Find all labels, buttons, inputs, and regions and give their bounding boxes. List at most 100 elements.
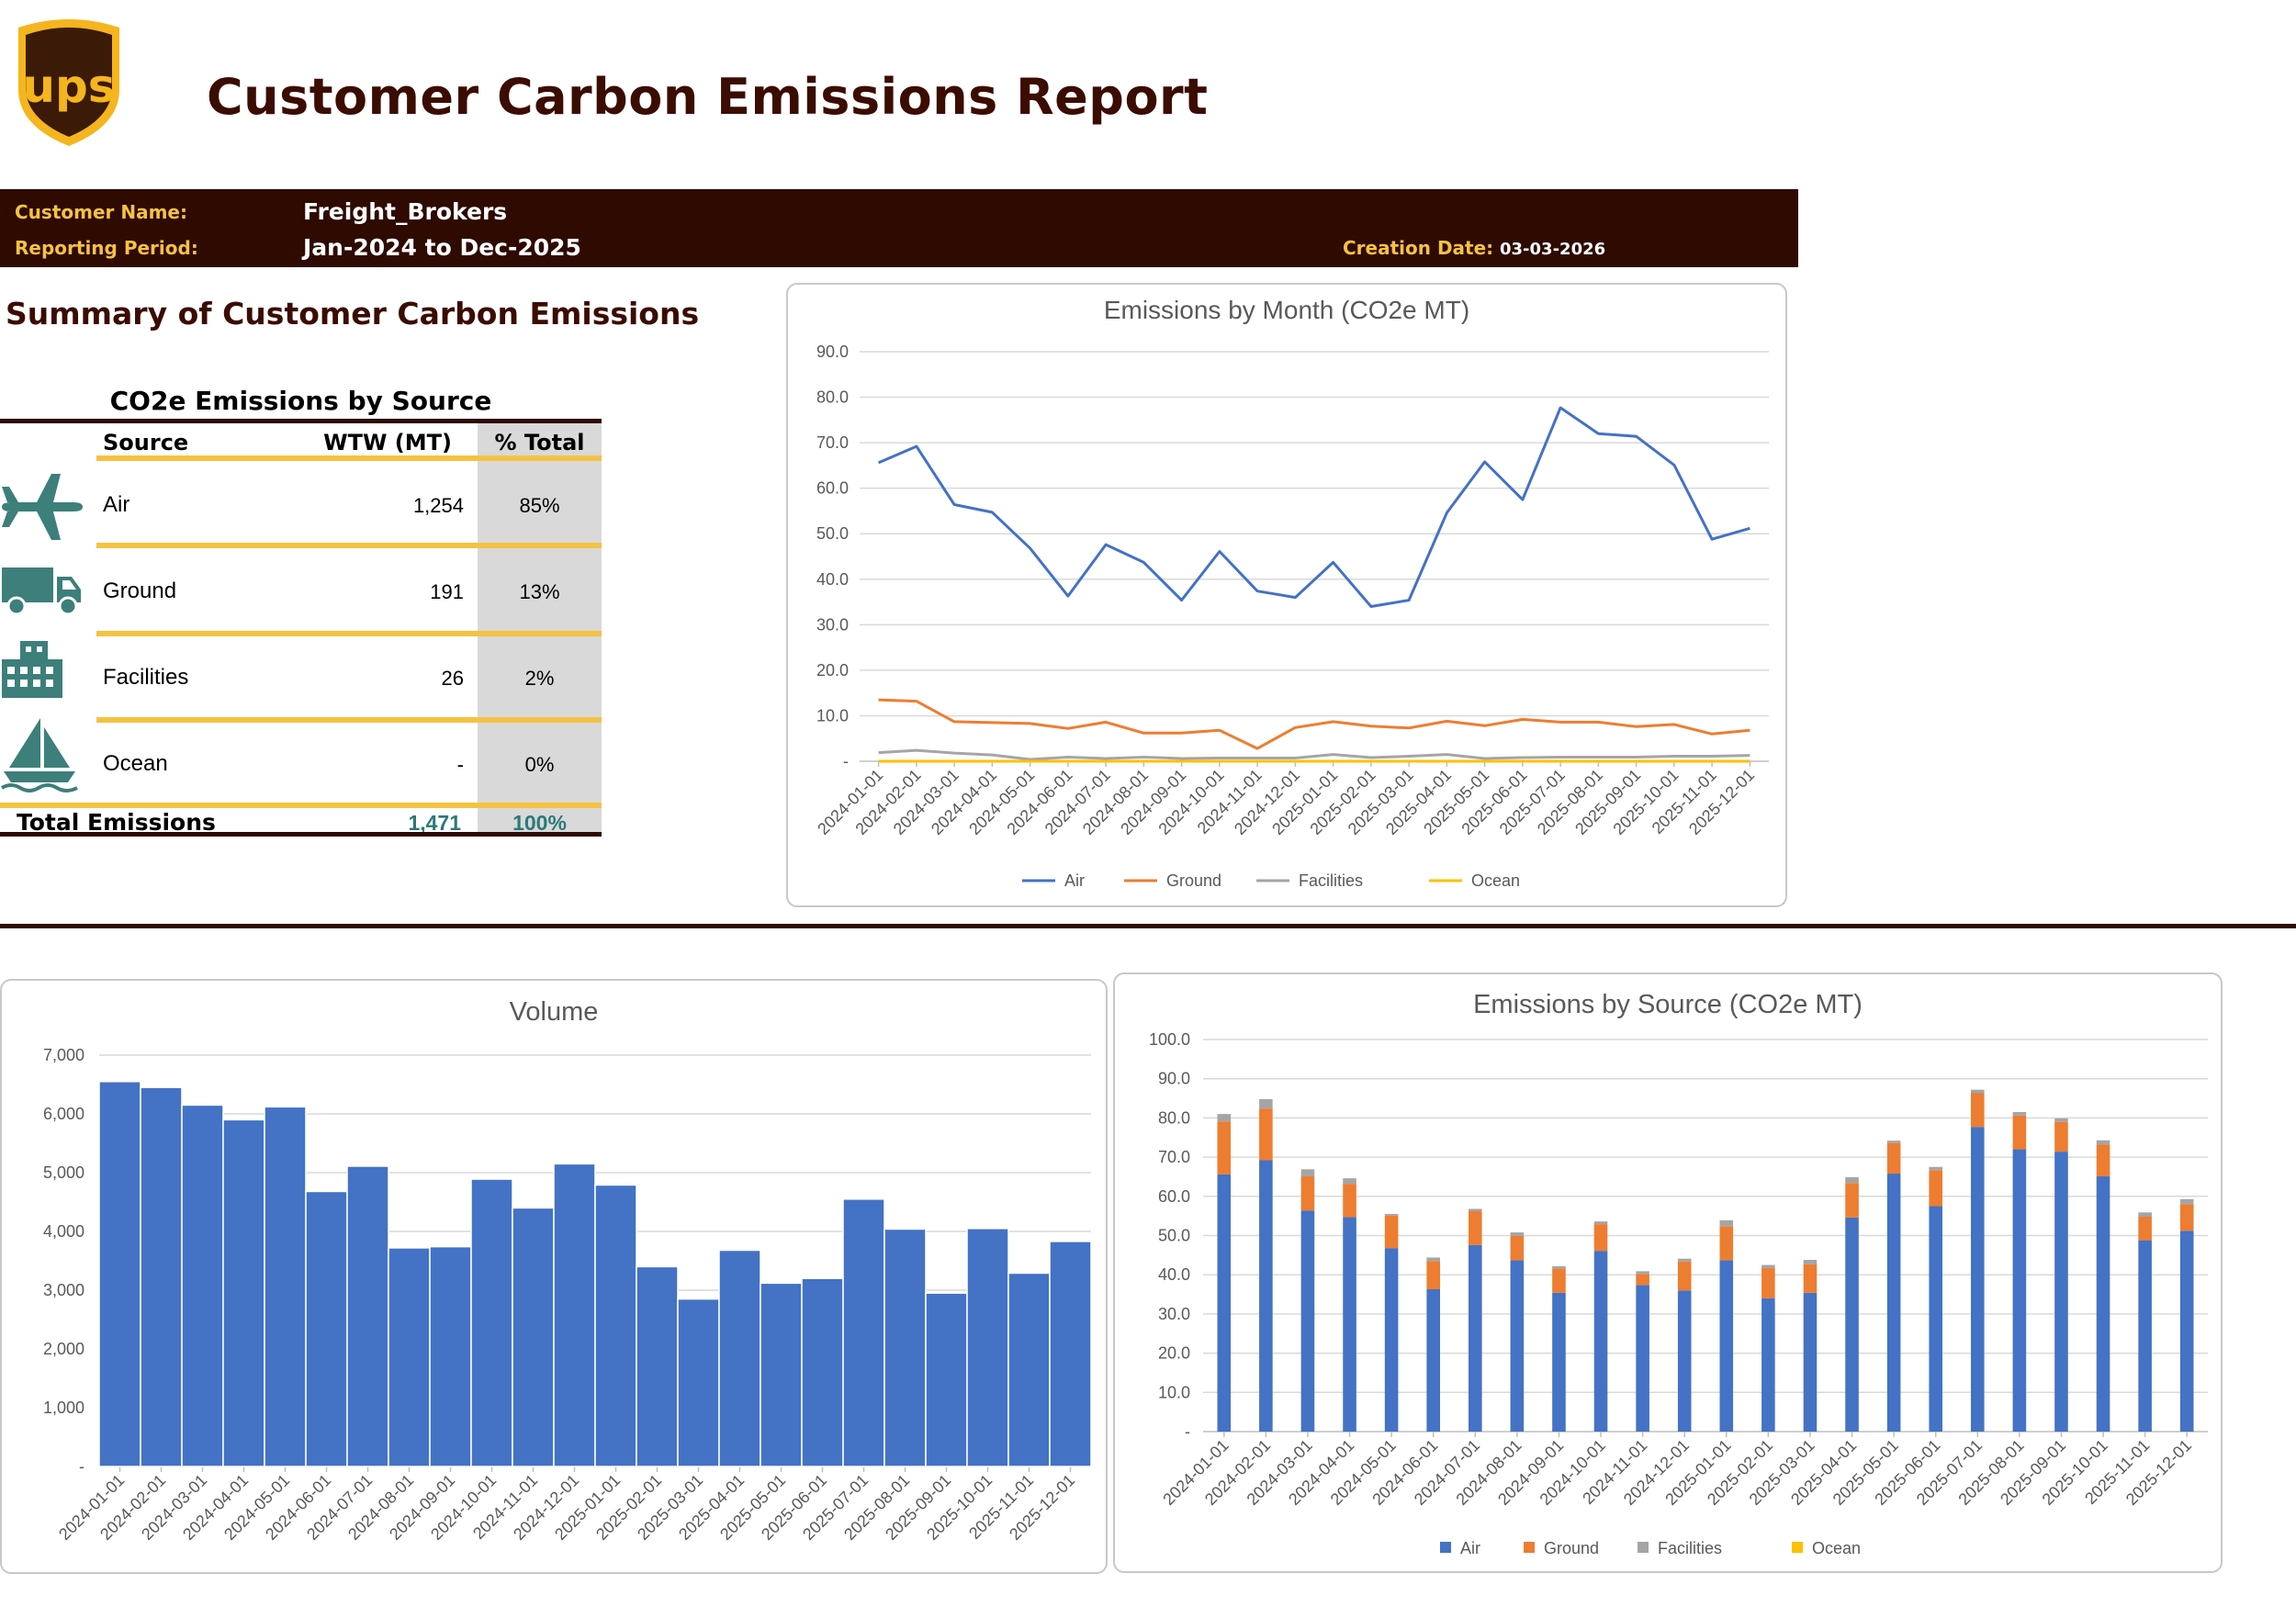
emissions-by-month-chart: Emissions by Month (CO2e MT) - 10.0 20.0 30.… — [786, 283, 1787, 907]
bar — [801, 1277, 844, 1467]
bar-air — [1510, 1260, 1525, 1432]
bar-ground — [1719, 1226, 1734, 1261]
row-rule — [96, 803, 602, 808]
bar-air — [1468, 1244, 1482, 1432]
creation-date-label: Creation Date: — [1343, 237, 1494, 259]
table-title: CO2e Emissions by Source — [109, 386, 492, 416]
y-tick-label: 50.0 — [1158, 1227, 1190, 1245]
bar-facilities — [1510, 1232, 1525, 1236]
row-ocean-pct: 0% — [524, 753, 555, 776]
y-tick-label: 20.0 — [1158, 1344, 1190, 1363]
header-rule — [96, 455, 602, 461]
y-tick-label: 2,000 — [43, 1340, 84, 1358]
series-line-air — [878, 406, 1750, 608]
svg-text:ups: ups — [22, 60, 115, 113]
bar-ground — [1552, 1268, 1566, 1293]
row-facilities-pct: 2% — [524, 667, 555, 690]
bar-ground — [1803, 1264, 1818, 1293]
bar-facilities — [1384, 1214, 1399, 1216]
legend-label-air: Air — [1460, 1539, 1480, 1557]
bar — [925, 1292, 968, 1467]
bar-facilities — [2179, 1198, 2194, 1205]
bar — [1049, 1241, 1092, 1467]
bar-ground — [1384, 1215, 1399, 1249]
bar-air — [1886, 1174, 1901, 1432]
ups-logo: ups — [15, 15, 123, 149]
y-tick-label: 80.0 — [1158, 1108, 1190, 1127]
table-top-rule — [0, 419, 602, 423]
bar-facilities — [1259, 1098, 1273, 1109]
bar-ground — [1929, 1170, 1943, 1207]
bar — [677, 1298, 720, 1467]
reporting-period-label: Reporting Period: — [15, 237, 198, 259]
bar-ground — [1259, 1108, 1273, 1161]
row-ocean-wtw: - — [456, 753, 464, 776]
chart-title: Emissions by Month (CO2e MT) — [1104, 296, 1469, 324]
row-rule — [96, 717, 602, 723]
legend-label-facilities: Facilities — [1299, 871, 1363, 890]
bar — [98, 1081, 141, 1467]
row-ground-wtw: 191 — [430, 580, 464, 603]
bar-facilities — [2096, 1140, 2110, 1145]
bar-facilities — [1886, 1141, 1901, 1143]
pct-column-shade — [478, 423, 602, 832]
bar — [512, 1207, 555, 1467]
header-pct-total: % Total — [494, 430, 585, 455]
creation-date-value: 03-03-2026 — [1500, 240, 1606, 259]
y-tick-label: - — [79, 1457, 84, 1476]
bar-ground — [2054, 1121, 2068, 1152]
info-bar: Customer Name: Freight_Brokers Reporting… — [0, 189, 1798, 267]
bar-facilities — [1593, 1221, 1608, 1225]
bar — [470, 1178, 513, 1467]
customer-name-value: Freight_Brokers — [303, 198, 508, 225]
chart-title: Emissions by Source (CO2e MT) — [1473, 990, 1863, 1019]
bar-ground — [1845, 1183, 1859, 1218]
row-air-wtw: 1,254 — [412, 494, 464, 517]
building-icon — [0, 639, 64, 704]
bar-air — [1343, 1217, 1356, 1432]
legend-marker-ocean — [1792, 1542, 1803, 1553]
legend-label-ocean: Ocean — [1471, 871, 1520, 890]
bar-facilities — [2138, 1212, 2152, 1218]
emissions-by-source-chart: Emissions by Source (CO2e MT) - 10.0 20.0 30… — [1113, 972, 2223, 1573]
row-rule — [96, 631, 602, 636]
y-tick-label: 3,000 — [43, 1281, 84, 1299]
report-title: Customer Carbon Emissions Report — [207, 68, 1209, 126]
bar-facilities — [1552, 1265, 1566, 1269]
legend-label-ground: Ground — [1166, 871, 1221, 890]
emissions-by-source-table: Source WTW (MT) % Total Air 1,254 85% Gr… — [0, 419, 602, 837]
bar-facilities — [1426, 1257, 1441, 1262]
bar — [346, 1165, 389, 1467]
bar-ground — [1300, 1176, 1315, 1211]
bar — [884, 1228, 927, 1467]
bar — [553, 1163, 596, 1467]
bar — [429, 1245, 472, 1467]
bar-air — [1803, 1292, 1818, 1432]
bar-air — [1217, 1174, 1232, 1432]
bar — [760, 1282, 803, 1467]
legend-label-air: Air — [1064, 871, 1085, 890]
bar-air — [1677, 1290, 1692, 1432]
bar-ground — [1593, 1224, 1608, 1252]
bar-facilities — [1300, 1169, 1315, 1177]
y-tick-label: 90.0 — [816, 343, 849, 361]
bar-facilities — [1677, 1258, 1692, 1262]
bar-facilities — [1343, 1178, 1356, 1185]
legend-marker-ground — [1524, 1542, 1535, 1553]
truck-icon — [0, 566, 84, 622]
series-line-facilities — [878, 748, 1750, 761]
bar-ground — [1761, 1267, 1775, 1298]
bar-air — [2054, 1152, 2068, 1432]
y-tick-label: 60.0 — [816, 479, 849, 498]
emissions-by-month-svg: Emissions by Month (CO2e MT) - 10.0 20.0 30.… — [814, 296, 1769, 890]
bar-facilities — [1929, 1166, 1943, 1171]
y-tick-label: 60.0 — [1158, 1187, 1190, 1206]
volume-chart: Volume - 1,000 2,000 3,000 4,000 5,000 6,000 7,0… — [0, 979, 1108, 1574]
y-tick-label: - — [843, 752, 849, 770]
bar-ground — [1468, 1211, 1482, 1245]
y-tick-label: 5,000 — [43, 1163, 84, 1182]
row-ground-label: Ground — [103, 579, 177, 603]
bar-air — [1552, 1292, 1566, 1432]
table-bottom-rule — [0, 832, 602, 837]
bar — [1007, 1272, 1051, 1467]
